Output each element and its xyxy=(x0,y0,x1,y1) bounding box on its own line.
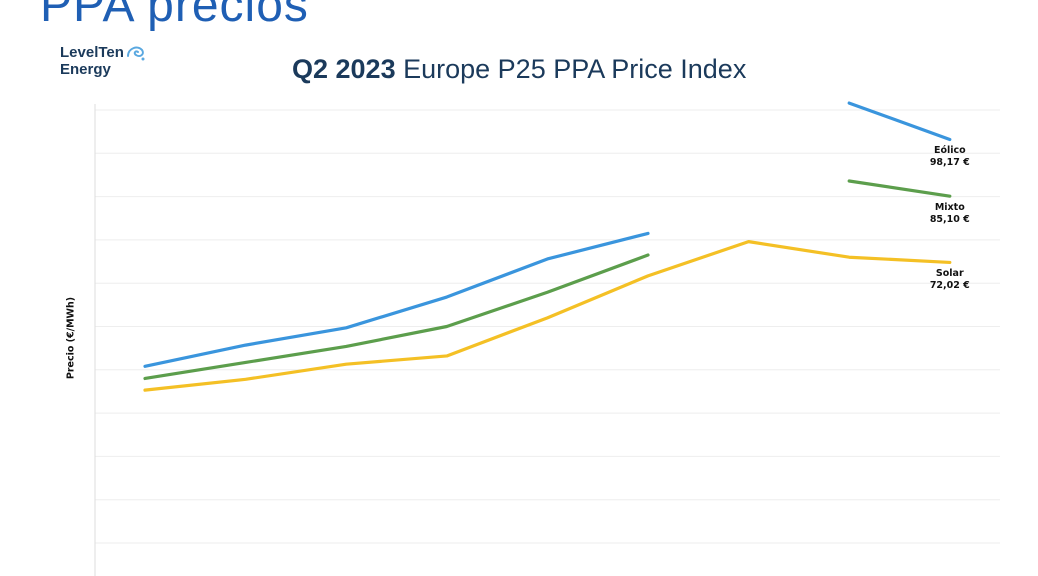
logo-line2: Energy xyxy=(60,61,111,78)
end-label-mixto: Mixto 85,10 € xyxy=(930,202,970,226)
end-label-name: Eólico xyxy=(933,145,966,157)
series-line-solar-segment-1 xyxy=(143,240,952,392)
levelten-energy-logo: LevelTen Energy xyxy=(60,44,170,90)
end-label-value: 72,02 € xyxy=(929,280,970,292)
end-label-value: 85,10 € xyxy=(929,214,970,226)
end-label-solar: Solar 72,02 € xyxy=(930,268,970,292)
logo-line1: LevelTen xyxy=(60,44,124,61)
end-label-eolico: Eólico 98,17 € xyxy=(930,145,970,169)
chart-title: Q2 2023 Europe P25 PPA Price Index xyxy=(292,54,746,85)
end-label-name: Mixto xyxy=(934,202,965,214)
series-line-mixto-segment-1 xyxy=(143,253,650,381)
chart-title-rest: Europe P25 PPA Price Index xyxy=(403,54,747,84)
slide-title: PPA precios xyxy=(40,0,309,32)
series-line-eolico-segment-1 xyxy=(143,231,650,368)
end-label-value: 98,17 € xyxy=(929,157,970,169)
end-label-name: Solar xyxy=(935,268,964,280)
series-line-eolico-segment-2 xyxy=(847,101,952,142)
y-axis-label: Precio (€/MWh) xyxy=(65,296,77,380)
chart-title-bold: Q2 2023 xyxy=(292,54,396,84)
series-line-mixto-segment-2 xyxy=(847,179,952,198)
logo-swirl-icon xyxy=(127,46,145,61)
